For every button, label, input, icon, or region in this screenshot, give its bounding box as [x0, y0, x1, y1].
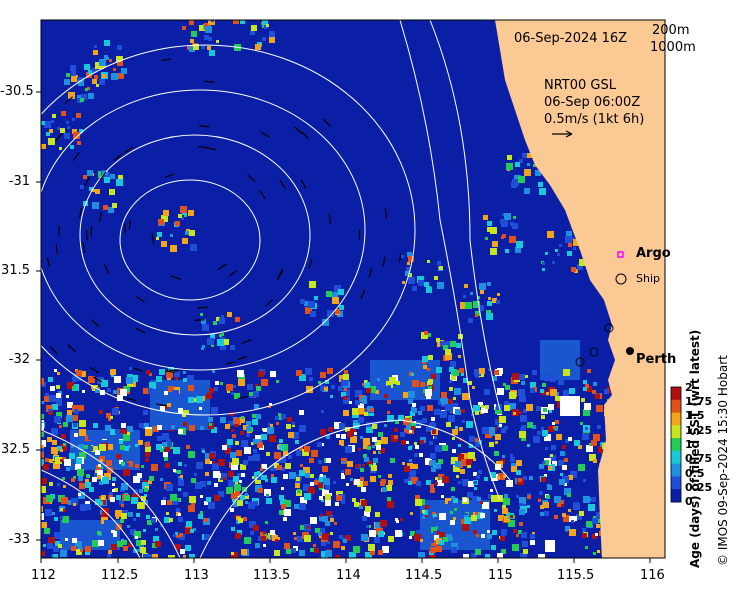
x-tick-label: 113.5 — [253, 568, 291, 583]
x-tick-label: 114.5 — [405, 568, 443, 583]
land — [495, 20, 665, 558]
current-source: NRT00 GSL — [544, 78, 616, 93]
x-tick-label: 112.5 — [101, 568, 139, 583]
coastal-white — [545, 396, 580, 552]
x-tick-label: 114 — [336, 568, 361, 583]
x-tick-label: 112 — [31, 568, 56, 583]
current-scale: 0.5m/s (1kt 6h) — [544, 112, 645, 127]
argo-marker — [617, 251, 624, 258]
y-tick-label: -31 — [8, 174, 30, 189]
argo-label: Argo — [636, 246, 671, 261]
perth-marker — [626, 347, 634, 355]
y-tick-label: -32 — [8, 352, 30, 367]
x-tick-label: 116 — [640, 568, 665, 583]
colorbar-tick: 0.5 — [685, 467, 705, 480]
y-tick-label: 32.5 — [1, 442, 30, 457]
colorbar-tick: 1 — [685, 438, 693, 451]
x-tick-label: 115.5 — [557, 568, 595, 583]
colorbar-tick: 0.75 — [685, 452, 713, 465]
colorbar — [671, 387, 681, 503]
y-tick-label: 31.5 — [1, 263, 30, 278]
credit: © IMOS 09-Sep-2024 15:30 Hobart — [716, 355, 730, 566]
colorbar-tick: 1.25 — [685, 424, 713, 437]
colorbar-tick: 2 — [685, 381, 693, 394]
colorbar-tick: 1.5 — [685, 409, 705, 422]
current-arrows — [41, 58, 402, 407]
colorbar-tick: 1.75 — [685, 395, 713, 408]
colorbar-tick: 0 — [685, 495, 693, 508]
y-tick-label: -30.5 — [0, 84, 34, 99]
x-tick-label: 115 — [488, 568, 513, 583]
contour-1000m-label: 1000m — [650, 40, 696, 55]
colorbar-tick: 0.25 — [685, 481, 713, 494]
ship-marker — [615, 273, 627, 285]
current-time: 06-Sep 06:00Z — [544, 95, 641, 110]
ship-label: Ship — [636, 272, 660, 285]
perth-label: Perth — [636, 352, 677, 367]
plot-frame — [40, 19, 666, 559]
contour-200m-label: 200m — [652, 23, 690, 38]
timestamp: 06-Sep-2024 16Z — [514, 31, 628, 46]
colorbar-title: Age (days) of filled SST (wrt latest) — [688, 329, 702, 568]
contours — [41, 20, 511, 558]
x-tick-label: 113 — [184, 568, 209, 583]
y-tick-label: -33 — [8, 532, 30, 547]
